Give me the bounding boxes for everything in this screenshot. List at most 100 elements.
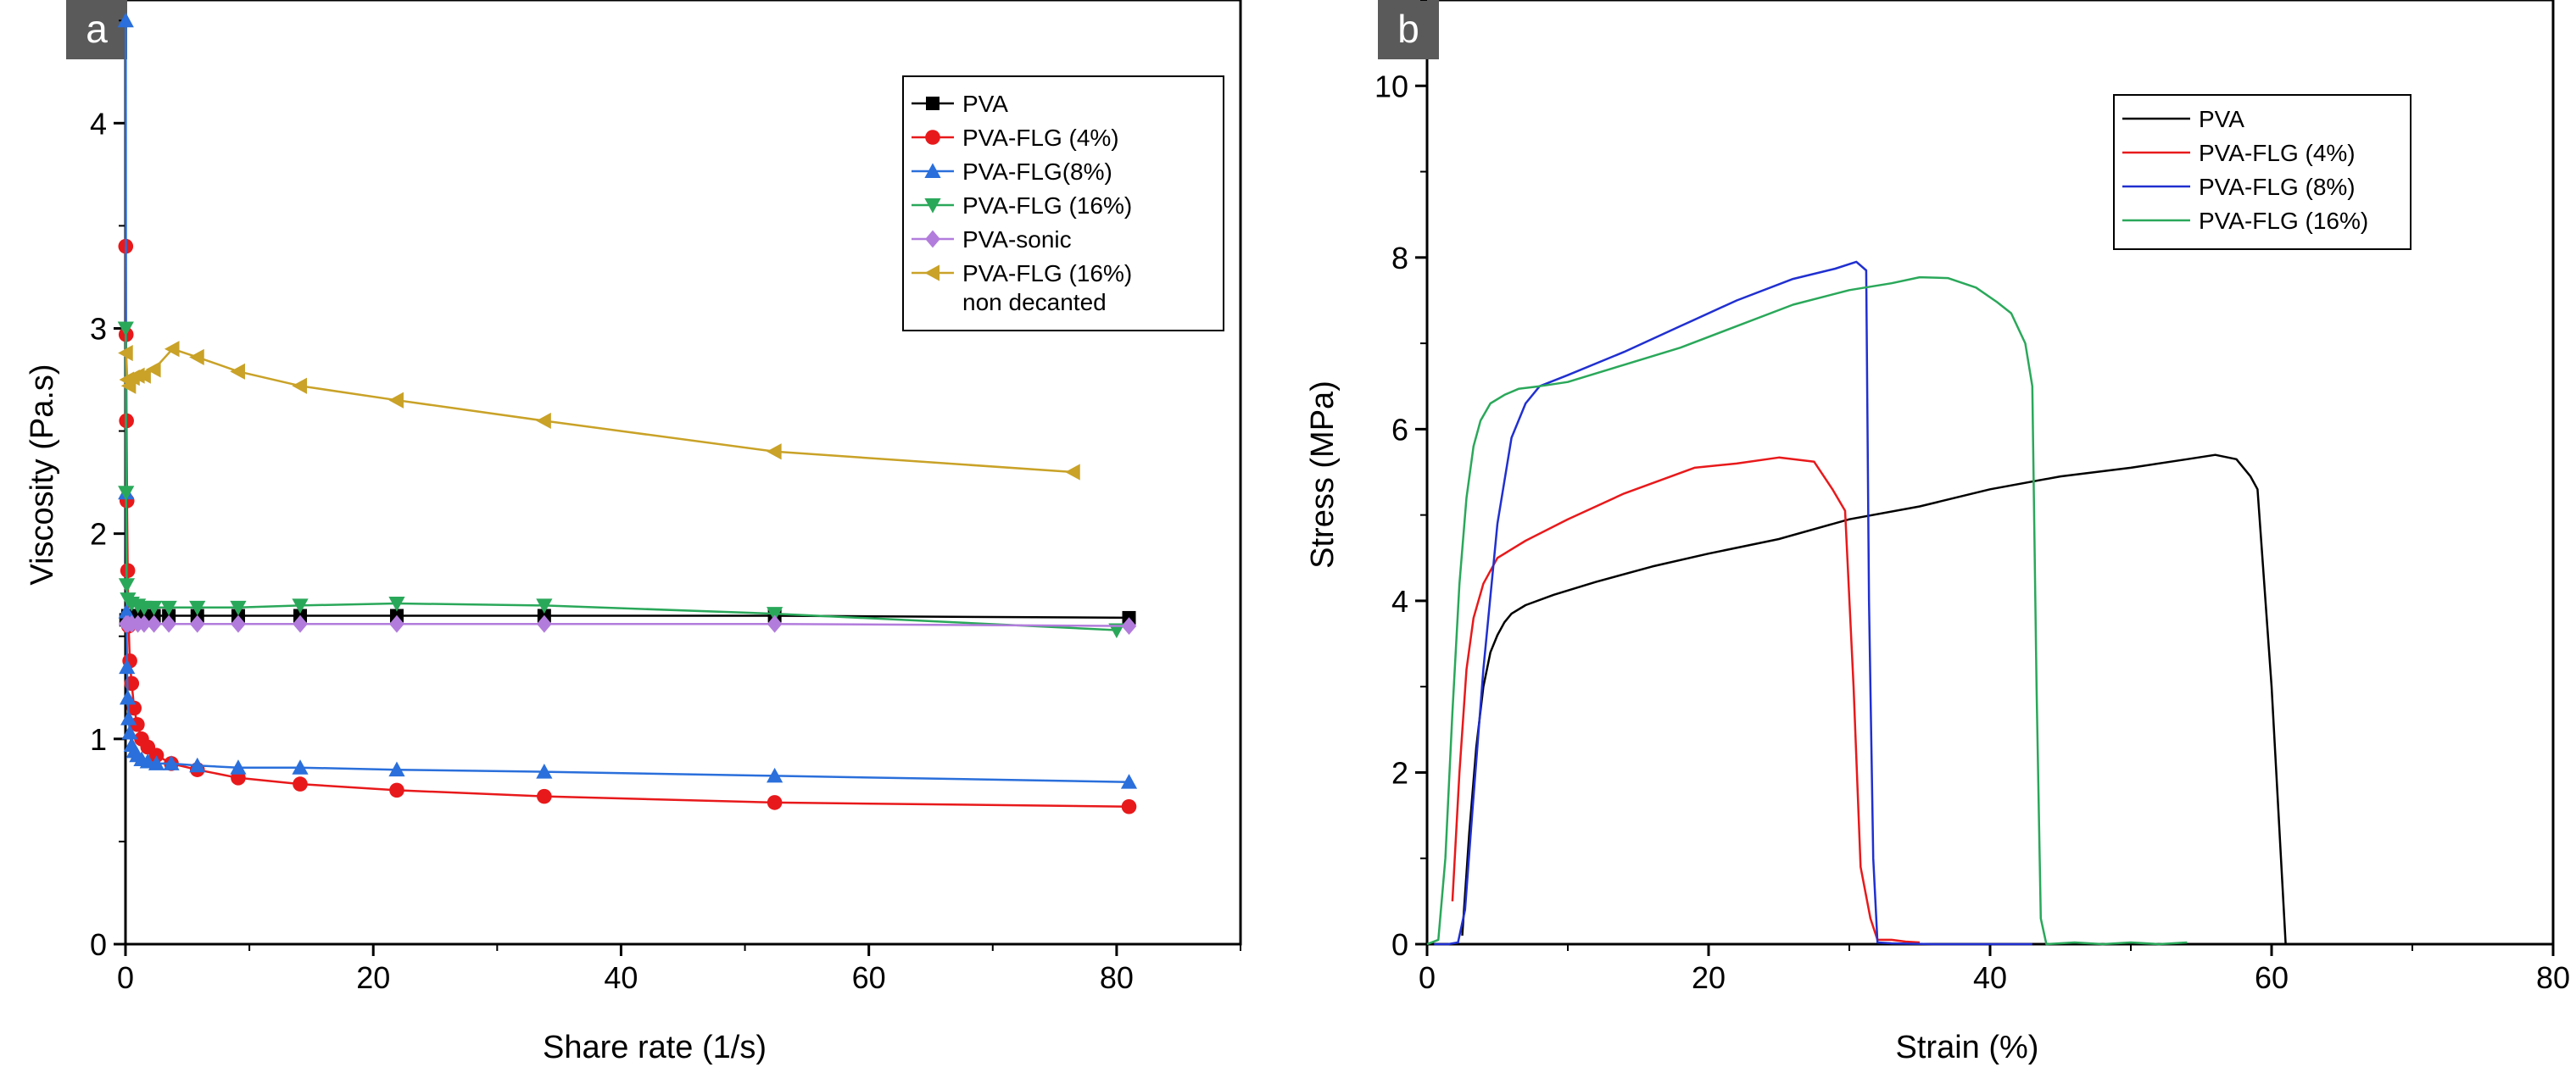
data-point-pva-flg-4 bbox=[767, 795, 783, 810]
x-tick-label: 60 bbox=[852, 960, 886, 995]
x-tick-label: 20 bbox=[356, 960, 390, 995]
data-point-pva-flg-16 bbox=[767, 607, 783, 622]
series-pva-flg-8 bbox=[1434, 260, 2032, 946]
data-point-pva-flg-4 bbox=[120, 563, 136, 579]
y-tick-label: 6 bbox=[1391, 412, 1408, 447]
panel-a-legend-box bbox=[902, 75, 1224, 331]
panel-a-label: a bbox=[86, 7, 108, 51]
data-point-pva-flg-16-non-decanted bbox=[1065, 464, 1080, 481]
x-tick-label: 60 bbox=[2255, 960, 2289, 995]
data-point-pva-flg-8 bbox=[189, 757, 206, 773]
legend-label: PVA-FLG (4%) bbox=[962, 125, 1119, 151]
data-point-pva-flg-16-non-decanted bbox=[146, 361, 161, 378]
legend-marker bbox=[926, 97, 940, 110]
x-tick-label: 80 bbox=[1100, 960, 1134, 995]
legend-marker bbox=[924, 163, 941, 178]
panel-a-label-badge bbox=[66, 0, 127, 59]
data-point-pva-flg-16 bbox=[1108, 623, 1125, 639]
series-line-pva-flg-8 bbox=[1434, 260, 2032, 946]
panel-b-series-layer bbox=[1426, 260, 2287, 946]
y-tick-label: 0 bbox=[90, 927, 107, 962]
data-point-pva-flg-8 bbox=[148, 755, 165, 770]
y-tick-label: 2 bbox=[90, 517, 107, 552]
y-tick-label: 1 bbox=[90, 722, 107, 757]
data-point-pva-sonic bbox=[1121, 617, 1137, 636]
panel-b-legend: PVA PVA-FLG (4%) PVA-FLG (8%) PVA-FLG (16%) bbox=[2113, 94, 2412, 250]
data-point-pva-flg-16-non-decanted bbox=[136, 367, 151, 384]
data-point-pva-flg-16-non-decanted bbox=[388, 392, 404, 409]
panel-b-label: b bbox=[1397, 7, 1419, 51]
y-tick-label: 4 bbox=[1391, 584, 1408, 619]
data-point-pva-flg-16-non-decanted bbox=[120, 377, 137, 394]
data-point-pva-flg-16 bbox=[146, 600, 163, 616]
panel-a-tick-labels: 0 20 40 60 80 0 1 2 3 4 bbox=[90, 106, 1134, 995]
data-point-pva-flg-16-non-decanted bbox=[230, 363, 245, 380]
series-pva-flg-8 bbox=[117, 12, 1138, 789]
data-point-pva-flg-8 bbox=[120, 710, 137, 725]
data-point-pva-flg-16 bbox=[117, 321, 134, 337]
data-point-pva-flg-8 bbox=[767, 767, 783, 783]
legend-label: PVA bbox=[2199, 106, 2244, 132]
legend-marker bbox=[924, 198, 941, 214]
series-line-pva bbox=[1461, 453, 2287, 945]
legend-marker bbox=[925, 130, 940, 145]
data-point-pva-flg-8 bbox=[536, 763, 553, 779]
data-point-pva-sonic bbox=[189, 614, 205, 633]
panel-b-label-badge bbox=[1378, 0, 1439, 59]
data-point-pva-sonic bbox=[767, 614, 783, 633]
legend-label: PVA-FLG (8%) bbox=[2199, 174, 2356, 200]
data-point-pva-sonic bbox=[293, 614, 308, 633]
panel-b-legend-box bbox=[2113, 94, 2412, 250]
data-point-pva-flg-8 bbox=[292, 759, 309, 775]
data-point-pva-flg-16 bbox=[118, 486, 135, 501]
panel-a-axis-ticks bbox=[114, 19, 1241, 956]
data-point-pva-sonic bbox=[137, 614, 152, 633]
panel-b-tick-labels: 0 20 40 60 80 0 2 4 6 8 10 bbox=[1374, 69, 2570, 995]
data-point-pva-sonic bbox=[161, 614, 176, 633]
x-tick-label: 40 bbox=[1973, 960, 2007, 995]
x-tick-label: 0 bbox=[1419, 960, 1436, 995]
data-point-pva-flg-16 bbox=[230, 600, 247, 616]
data-point-pva-sonic bbox=[231, 614, 246, 633]
series-line-pva-flg-16 bbox=[125, 328, 1117, 631]
data-point-pva-flg-4 bbox=[1121, 798, 1137, 814]
data-point-pva-sonic bbox=[146, 614, 162, 633]
data-point-pva-flg-8 bbox=[117, 12, 134, 28]
data-point-pva-flg-8 bbox=[120, 689, 137, 705]
legend-label: PVA-FLG (16%) bbox=[962, 260, 1132, 286]
series-line-pva-flg-16 bbox=[1426, 275, 2188, 946]
data-point-pva-flg-8 bbox=[388, 761, 405, 777]
legend-marker bbox=[924, 264, 940, 281]
legend-label: PVA-FLG (16%) bbox=[962, 192, 1132, 219]
data-point-pva-flg-16-non-decanted bbox=[536, 412, 551, 430]
panel-a-legend: PVA PVA-FLG (4%) PVA-FLG(8%) PVA-FLG (16%) P… bbox=[902, 75, 1224, 331]
x-tick-label: 0 bbox=[117, 960, 134, 995]
panel-a-x-axis-label: Share rate (1/s) bbox=[543, 1030, 767, 1065]
data-point-pva-flg-8 bbox=[118, 603, 135, 619]
data-point-pva-flg-8 bbox=[163, 755, 180, 770]
data-point-pva-flg-16 bbox=[388, 596, 405, 612]
y-tick-label: 0 bbox=[1391, 927, 1408, 962]
data-point-pva-flg-4 bbox=[537, 788, 552, 804]
series-pva-flg-16 bbox=[1426, 275, 2188, 946]
series-pva-flg-16 bbox=[117, 321, 1125, 639]
legend-marker bbox=[925, 230, 940, 248]
legend-label: PVA bbox=[962, 91, 1008, 117]
y-tick-label: 10 bbox=[1374, 69, 1408, 103]
legend-label-continued: non decanted bbox=[962, 289, 1107, 315]
legend-label: PVA-FLG (16%) bbox=[2199, 208, 2368, 234]
data-point-pva-flg-16 bbox=[292, 598, 309, 614]
series-line-pva-flg-4 bbox=[1451, 456, 1921, 944]
panel-a-y-axis-label: Viscosity (Pa.s) bbox=[25, 364, 60, 585]
data-point-pva-flg-4 bbox=[293, 776, 308, 792]
data-point-pva-sonic bbox=[389, 614, 404, 633]
x-tick-label: 80 bbox=[2536, 960, 2570, 995]
legend-label: PVA-FLG(8%) bbox=[962, 158, 1112, 185]
series-pva-flg-4 bbox=[1451, 456, 1921, 944]
y-tick-label: 4 bbox=[90, 106, 107, 141]
data-point-pva-flg-16-non-decanted bbox=[292, 377, 308, 394]
data-point-pva-flg-8 bbox=[121, 724, 138, 740]
legend-label: PVA-sonic bbox=[962, 226, 1072, 253]
panel-b-y-axis-label: Stress (MPa) bbox=[1305, 381, 1341, 569]
